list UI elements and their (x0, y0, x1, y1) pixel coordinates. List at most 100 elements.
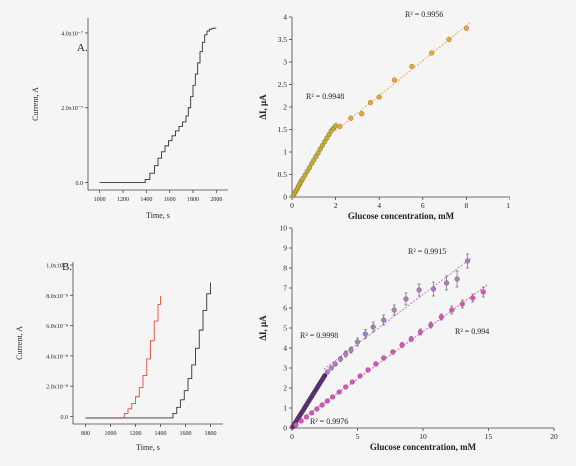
data-point (348, 347, 354, 353)
data-point (417, 329, 423, 335)
data-point (328, 365, 334, 371)
data-point (298, 418, 304, 424)
y-tick-label: 4 (283, 344, 287, 353)
trendline-2 (295, 284, 488, 425)
x-tick-label: 10 (419, 432, 427, 441)
y-tick-label: 0 (283, 424, 287, 433)
data-point (428, 50, 435, 56)
data-point (367, 99, 374, 106)
y-tick-label: 0.0 (76, 181, 84, 187)
y-tick-label: 7 (283, 284, 287, 293)
x-axis-label: Time, s (146, 211, 170, 220)
data-point (373, 361, 379, 367)
data-point (470, 295, 476, 301)
data-point (324, 398, 330, 404)
data-point (454, 276, 460, 282)
data-point (336, 389, 342, 395)
r2-label: R² = 0.9956 (405, 10, 443, 19)
x-tick-label: 15 (485, 432, 493, 441)
data-point (480, 289, 486, 295)
x-tick-label: 1200 (117, 197, 129, 203)
data-point (359, 111, 365, 117)
data-point (446, 36, 452, 43)
x-tick-label: 800 (81, 431, 90, 437)
x-tick-label: 8 (465, 201, 469, 210)
data-point (332, 361, 338, 367)
series-line-0 (99, 27, 217, 183)
data-point (330, 394, 336, 400)
x-tick-label: 2000 (210, 197, 222, 203)
data-point (293, 422, 299, 428)
y-tick-label: 9 (283, 244, 287, 253)
data-point (463, 25, 469, 31)
y-tick-label: 2 (283, 103, 287, 112)
data-point (315, 150, 321, 156)
data-point (449, 307, 455, 313)
data-point (337, 356, 344, 362)
data-point (381, 355, 387, 361)
data-point (428, 322, 434, 328)
y-axis-label: ΔI, μA (258, 315, 268, 341)
x-tick-label: 1200 (130, 431, 142, 437)
data-point (337, 123, 343, 129)
y-tick-label: 6 (283, 304, 287, 313)
y-tick-label: 6.0x10⁻⁸ (46, 324, 68, 330)
x-tick-label: 1000 (94, 197, 106, 203)
x-tick-label: 5 (356, 432, 360, 441)
y-tick-label: 8.0x10⁻⁸ (46, 294, 68, 300)
data-point (381, 317, 387, 323)
x-tick-label: 1400 (155, 431, 167, 437)
x-tick-label: 1800 (205, 431, 217, 437)
y-tick-label: 4.0x10⁻⁸ (46, 354, 68, 360)
data-point (362, 331, 368, 337)
x-tick-label: 6 (421, 201, 425, 210)
x-tick-label: 2 (334, 201, 338, 210)
data-point (343, 384, 349, 390)
x-tick-label: 10 (506, 201, 510, 210)
x-axis-label: Glucose concentration, mM (370, 442, 477, 452)
x-axis-label: Time, s (136, 443, 160, 452)
y-tick-label: 3 (283, 58, 287, 67)
data-point (314, 406, 320, 412)
data-point (459, 301, 465, 307)
series-line-1 (85, 282, 211, 419)
x-tick-label: 4 (377, 201, 381, 210)
data-point (438, 314, 444, 320)
x-tick-label: 20 (550, 432, 558, 441)
panel-label-B: B. (62, 261, 72, 273)
y-tick-label: 10 (280, 224, 288, 233)
r2-label: R² = 0.994 (455, 327, 489, 336)
chart-B-time-current: 800 1000 1200 1400 1600 1800 0.0 2.0x10⁻⁸ 4.0x10… (15, 262, 223, 452)
x-tick-label: 1600 (180, 431, 192, 437)
data-point (309, 410, 315, 416)
data-point (430, 286, 437, 292)
data-point (303, 414, 309, 420)
data-point (319, 402, 325, 408)
x-tick-label: 1400 (140, 197, 152, 203)
data-point (349, 379, 355, 385)
data-point (416, 287, 422, 293)
x-tick-label: 0 (290, 201, 294, 210)
data-point (409, 63, 415, 70)
r2-label: R² = 0.9976 (310, 417, 348, 426)
chart-A-time-current: 1000 1200 1400 1600 1800 2000 0.0 2.0x10⁻⁷ 4.0x1… (31, 18, 228, 220)
y-tick-label: 0.5 (278, 170, 288, 179)
data-point (390, 349, 396, 355)
data-point (343, 351, 349, 357)
data-point (357, 373, 363, 379)
data-point (376, 94, 382, 100)
data-point (391, 77, 398, 83)
y-tick-label: 2.5 (278, 80, 288, 89)
y-axis-label: ΔI, μA (258, 94, 268, 120)
y-tick-label: 3 (283, 364, 287, 373)
x-tick-label: 0 (290, 432, 294, 441)
y-tick-label: 1 (283, 148, 287, 157)
y-tick-label: 1.0x10⁻⁷ (46, 264, 68, 270)
data-point (365, 367, 371, 373)
r2-label: R² = 0.9948 (306, 92, 344, 101)
x-axis-label: Glucose concentration, mM (348, 211, 455, 221)
y-tick-label: 3.5 (278, 35, 288, 44)
data-point (403, 296, 409, 302)
